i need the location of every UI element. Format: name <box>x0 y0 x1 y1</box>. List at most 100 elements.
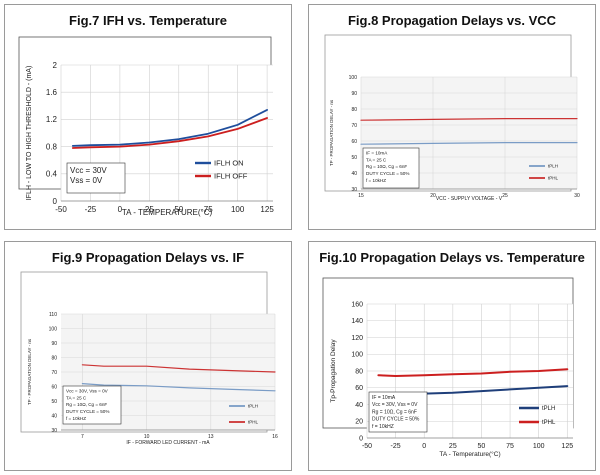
conditions-text: f = 10kHZ <box>66 416 86 421</box>
conditions-box <box>66 162 126 194</box>
x-axis-label: VCC - SUPPLY VOLTAGE - V <box>436 196 503 202</box>
legend-label: tPHL <box>542 420 556 426</box>
x-tick-label: 25 <box>502 193 508 199</box>
y-tick-label: 0.4 <box>46 170 58 179</box>
x-tick-label: 0 <box>118 205 123 214</box>
conditions-text: Rg = 10Ω, Cg = 6nF <box>366 164 407 169</box>
y-axis-label: TP - PROPAGATION DELAY - ns <box>329 99 334 166</box>
x-tick-label: -25 <box>391 443 401 450</box>
conditions-text: TA = 25 C <box>366 157 387 162</box>
y-tick-label: 80 <box>351 107 357 113</box>
x-tick-label: 16 <box>272 434 278 440</box>
y-axis-label: Tp-Propagation Delay <box>330 339 337 403</box>
conditions-box <box>62 385 122 425</box>
y-tick-label: 0 <box>53 197 58 206</box>
y-tick-label: 60 <box>355 385 363 392</box>
x-tick-label: 125 <box>260 205 274 214</box>
fig10-panel: Fig.10 Propagation Delays vs. Temperatur… <box>308 241 596 471</box>
x-tick-label: 100 <box>231 205 245 214</box>
y-tick-label: 90 <box>51 341 57 347</box>
x-tick-label: 0 <box>422 443 426 450</box>
x-tick-label: 25 <box>145 205 154 214</box>
conditions-text: DUTY CYCLE = 50% <box>366 171 409 176</box>
fig9-panel: Fig.9 Propagation Delays vs. IF 30 40 50 60… <box>4 241 292 471</box>
fig8-title: Fig.8 Propagation Delays vs. VCC <box>347 13 557 28</box>
y-tick-label: 140 <box>351 318 363 325</box>
fig7-panel: Fig.7 IFH vs. Temperature 0 0.4 0.8 1.2 1.6 2… <box>4 4 292 230</box>
legend-label: IFLH OFF <box>214 172 248 181</box>
y-tick-label: 100 <box>349 75 358 81</box>
y-tick-label: 100 <box>351 352 363 359</box>
y-tick-label: 50 <box>51 399 57 405</box>
series-line <box>71 117 269 149</box>
series-line <box>360 117 578 121</box>
x-axis-label: TA - TEMPERATURE(°C) <box>122 208 213 217</box>
series-line <box>360 142 578 145</box>
y-tick-label: 160 <box>351 301 363 308</box>
x-axis-label: IF - FORWARD LED CURRENT - mA <box>126 440 210 446</box>
y-tick-label: 50 <box>351 155 357 161</box>
legend-label: tPLH <box>548 164 558 169</box>
x-tick-label: 50 <box>478 443 486 450</box>
y-tick-label: 1.6 <box>46 88 58 97</box>
conditions-box <box>368 391 428 433</box>
y-tick-label: 80 <box>355 368 363 375</box>
y-tick-label: 120 <box>351 335 363 342</box>
y-tick-label: 60 <box>351 139 357 145</box>
fig9-chart: 30 40 50 60 70 80 90 100 110 7 10 13 16 IF - FORWARD … <box>20 271 278 446</box>
conditions-text: f = 10kHZ <box>372 424 394 430</box>
conditions-text: Vss = 0V <box>70 176 103 185</box>
x-tick-label: 10 <box>144 434 150 440</box>
x-axis-label: TA - Temperature(°C) <box>439 450 500 458</box>
legend-label: tPLH <box>248 404 258 409</box>
y-tick-label: 100 <box>49 326 58 332</box>
y-tick-label: 0.8 <box>46 142 58 151</box>
conditions-text: f = 10kHZ <box>366 178 386 183</box>
legend-label: tPHL <box>248 420 259 425</box>
x-tick-label: 30 <box>574 193 580 199</box>
y-tick-label: 80 <box>51 355 57 361</box>
x-tick-label: 20 <box>430 193 436 199</box>
fig10-chart: 0 20 40 60 80 100 120 140 160 -50 -25 0 25 50 75 100 125… <box>322 277 574 458</box>
y-tick-label: 0 <box>359 435 363 442</box>
y-tick-label: 70 <box>51 370 57 376</box>
y-tick-label: 40 <box>351 171 357 177</box>
y-axis-label: TP - PROPAGATION DELAY - ns <box>27 338 32 405</box>
fig9-title: Fig.9 Propagation Delays vs. IF <box>51 250 245 265</box>
y-tick-label: 40 <box>355 402 363 409</box>
x-tick-label: -25 <box>85 205 97 214</box>
conditions-text: DUTY CYCLE = 50% <box>66 409 109 414</box>
legend-label: tPLH <box>542 406 555 412</box>
x-tick-label: 125 <box>561 443 573 450</box>
y-tick-label: 20 <box>355 419 363 426</box>
x-tick-label: 7 <box>81 434 84 440</box>
fig7-title: Fig.7 IFH vs. Temperature <box>69 13 227 28</box>
x-tick-label: 100 <box>533 443 545 450</box>
x-tick-label: -50 <box>362 443 372 450</box>
conditions-text: Rg = 10Ω, Cg = 6nF <box>372 409 417 415</box>
y-tick-label: 30 <box>51 428 57 434</box>
x-tick-label: 15 <box>358 193 364 199</box>
series-line <box>81 364 276 373</box>
legend-label: tPHL <box>548 176 559 181</box>
x-tick-label: -50 <box>55 205 67 214</box>
y-tick-label: 40 <box>51 413 57 419</box>
conditions-text: IF = 10mA <box>372 395 396 401</box>
series-line <box>377 368 569 377</box>
conditions-text: TA = 25 C <box>66 395 87 400</box>
x-tick-label: 75 <box>506 443 514 450</box>
fig10-title: Fig.10 Propagation Delays vs. Temperatur… <box>319 250 585 265</box>
y-tick-label: 110 <box>49 312 57 318</box>
x-tick-label: 13 <box>208 434 214 440</box>
conditions-text: Vcc = 30V <box>70 166 107 175</box>
conditions-text: IF = 10mA <box>366 151 388 156</box>
y-tick-label: 70 <box>351 123 357 129</box>
x-tick-label: 50 <box>174 205 183 214</box>
y-axis-label: IFLH - LOW TO HIGH THRESHOLD - (mA) <box>26 66 33 201</box>
y-tick-label: 2 <box>53 61 58 70</box>
fig8-chart: 30 40 50 60 70 80 90 100 15 20 25 30 VCC - SUPPLY VO… <box>324 34 580 202</box>
legend-label: IFLH ON <box>214 159 244 168</box>
y-tick-label: 1.2 <box>46 115 58 124</box>
conditions-text: DUTY CYCLE = 50% <box>372 417 420 423</box>
